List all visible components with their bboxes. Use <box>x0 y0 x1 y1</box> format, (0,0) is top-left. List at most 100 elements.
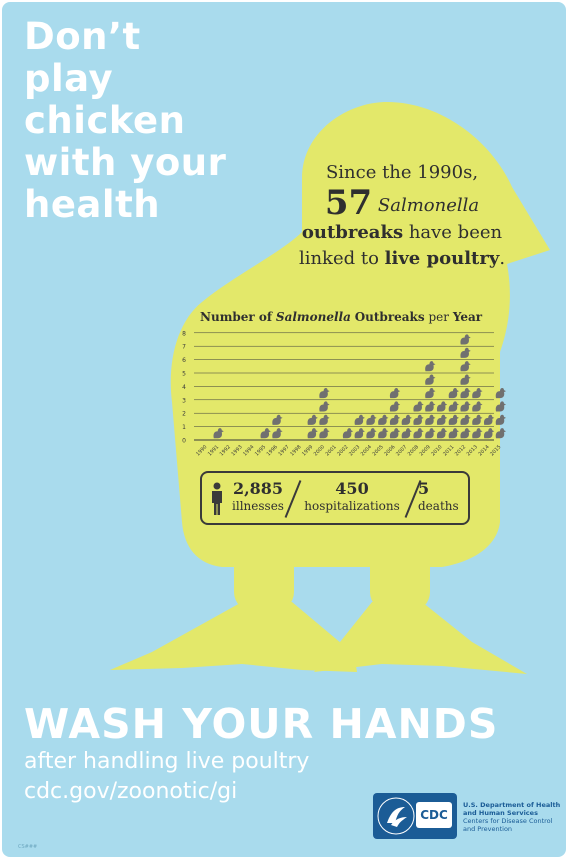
cdc-url-link[interactable]: cdc.gov/zoonotic/gi <box>24 779 238 804</box>
chick-icon <box>425 401 436 412</box>
headline-line: with your <box>24 141 227 184</box>
headline-line: chicken <box>24 99 186 142</box>
x-tick-label: 1992 <box>219 444 232 457</box>
y-tick-label: 7 <box>182 344 186 351</box>
intro-line1: Since the 1990s, <box>325 162 479 183</box>
chick-icon <box>401 428 412 439</box>
linked-to-text: linked to <box>298 248 379 269</box>
bar-2009 <box>425 361 436 439</box>
headline-line: play <box>24 57 114 100</box>
chick-icon <box>389 401 401 412</box>
bar-2008 <box>413 401 424 439</box>
x-tick-label: 2001 <box>325 444 338 457</box>
chick-icon <box>413 401 424 412</box>
deaths-stat: 5 deaths <box>418 480 466 514</box>
bar-1996 <box>272 414 283 439</box>
chick-icon <box>472 387 483 399</box>
chart-title-outbreaks: Outbreaks <box>354 310 425 324</box>
wash-hands-heading: WASH YOUR HANDS <box>24 700 499 748</box>
x-tick-label: 1990 <box>195 444 208 457</box>
chick-icon <box>272 428 283 439</box>
stats-box: 2,885 illnesses 450 hospitalizations 5 d… <box>200 471 470 525</box>
chick-icon <box>495 401 506 412</box>
hhs-eagle-icon <box>377 797 415 835</box>
x-tick-label: 1997 <box>277 444 290 457</box>
chick-icon <box>495 428 506 439</box>
chart-title-organism: Salmonella <box>275 310 351 324</box>
x-tick-label: 1996 <box>266 444 279 457</box>
chick-icon <box>436 428 448 439</box>
x-tick-label: 2002 <box>336 444 349 457</box>
chick-icon <box>460 334 471 345</box>
chick-icon <box>413 428 424 439</box>
hhs-name: U.S. Department of Health and Human Serv… <box>463 801 561 817</box>
illnesses-stat: 2,885 illnesses <box>228 480 288 514</box>
bar-2013 <box>472 387 483 439</box>
y-tick-label: 8 <box>182 330 186 337</box>
chick-icon <box>436 414 448 425</box>
bar-1995 <box>260 428 271 439</box>
headline-line: health <box>24 183 161 226</box>
chart-title: Number of Salmonella Outbreaks per Year <box>200 310 500 324</box>
y-tick-label: 5 <box>182 371 186 378</box>
chick-icon <box>389 428 401 439</box>
x-tick-label: 2012 <box>454 444 467 457</box>
chick-icon <box>460 387 471 399</box>
chick-icon <box>425 387 436 399</box>
x-tick-label: 2000 <box>313 444 326 457</box>
cdc-logo: CDC <box>416 802 452 828</box>
chart-title-year: Year <box>452 310 483 324</box>
x-tick-label: 2010 <box>430 444 443 457</box>
chick-icon <box>460 347 471 358</box>
outbreaks-word: outbreaks <box>301 222 404 243</box>
intro-text: Since the 1990s, 57 Salmonella outbreaks… <box>280 160 524 272</box>
x-tick-label: 2013 <box>466 444 479 457</box>
chick-icon <box>319 428 330 439</box>
chick-icon <box>389 387 401 399</box>
x-tick-label: 1998 <box>289 444 302 457</box>
chick-icon <box>448 414 459 425</box>
chick-icon <box>472 401 483 412</box>
chick-icon <box>448 428 459 439</box>
after-handling-text: after handling live poultry <box>24 749 310 774</box>
chick-icon <box>460 414 471 425</box>
x-tick-label: 2011 <box>442 444 455 457</box>
x-tick-label: 1994 <box>242 444 255 457</box>
live-poultry-text: live poultry <box>384 248 500 269</box>
x-tick-label: 2003 <box>348 444 361 457</box>
y-tick-label: 4 <box>182 384 186 391</box>
x-tick-label: 2005 <box>372 444 385 457</box>
deaths-number: 5 <box>418 479 430 498</box>
illnesses-label: illnesses <box>232 499 284 513</box>
hospitalizations-number: 450 <box>335 479 369 498</box>
chick-icon <box>342 428 354 439</box>
bar-2004 <box>366 414 377 439</box>
chick-icon <box>213 428 224 439</box>
x-tick-label: 2007 <box>395 444 408 457</box>
bar-2010 <box>436 401 448 439</box>
y-tick-label: 6 <box>182 357 186 364</box>
x-tick-label: 1993 <box>230 444 243 457</box>
bar-1991 <box>213 428 224 439</box>
bar-1999 <box>307 414 318 439</box>
chick-icon <box>460 428 471 439</box>
chick-icon <box>460 374 471 385</box>
x-tick-label: 2015 <box>489 444 502 457</box>
deaths-label: deaths <box>418 499 459 513</box>
bar-2002 <box>342 428 354 439</box>
chick-icon <box>389 414 401 425</box>
chick-icon <box>436 401 448 412</box>
hospitalizations-stat: 450 hospitalizations <box>298 480 406 514</box>
y-tick-label: 2 <box>182 411 186 418</box>
x-tick-label: 2009 <box>419 444 432 457</box>
cdc-name: Centers for Disease Control and Preventi… <box>463 817 553 833</box>
chick-icon <box>413 414 424 425</box>
bar-2006 <box>389 387 401 439</box>
chick-icon <box>448 401 459 412</box>
chick-icon <box>319 401 330 412</box>
chart-title-number-of: Number of <box>200 310 273 324</box>
have-been-text: have been <box>408 222 503 243</box>
x-tick-label: 1991 <box>207 444 220 457</box>
